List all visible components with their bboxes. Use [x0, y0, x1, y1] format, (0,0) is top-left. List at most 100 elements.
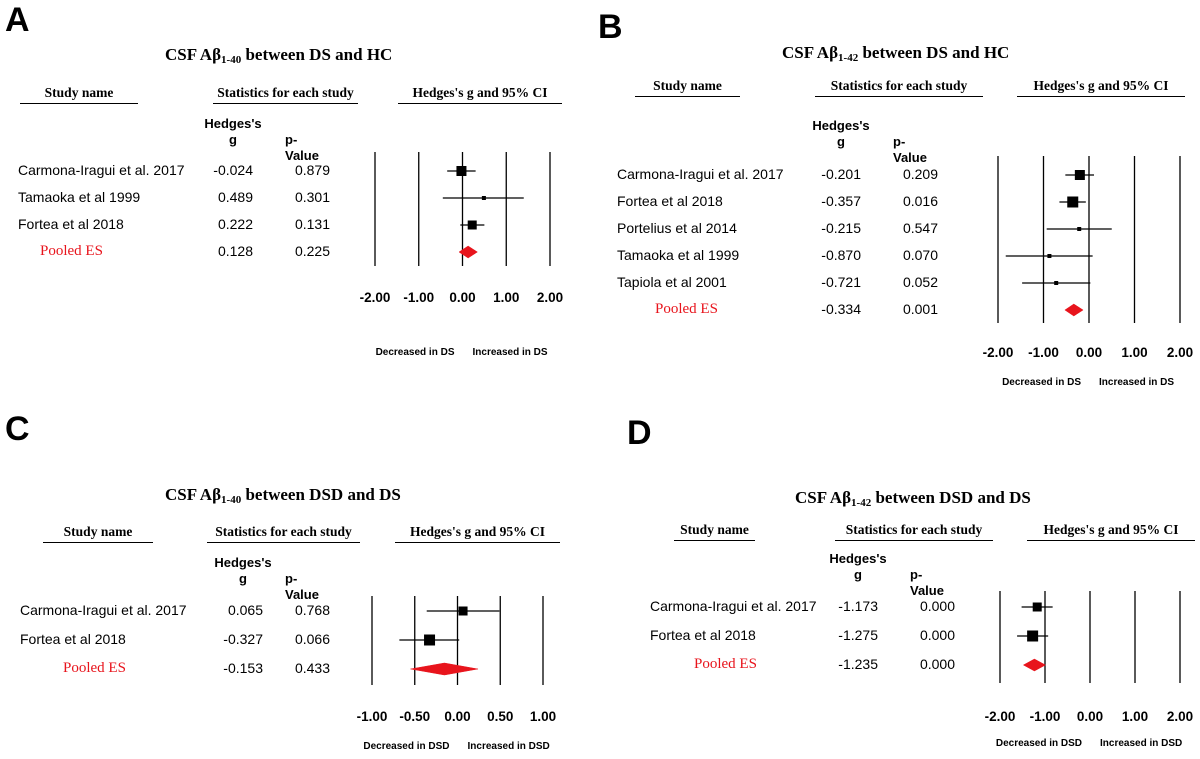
pooled-es-label: Pooled ES	[694, 656, 757, 672]
direction-right-label: Increased in DSD	[1100, 738, 1182, 749]
column-head-line: g	[837, 133, 845, 149]
header-underline	[395, 542, 560, 543]
effect-square	[1067, 196, 1079, 208]
hedges-g-value: -0.327	[223, 631, 263, 647]
panel-title: CSF Aβ1-40 between DSD and DS	[165, 486, 401, 506]
column-head-hedges-g: Hedges's g	[203, 116, 263, 147]
title-subscript: 1-40	[221, 494, 242, 506]
forest-plot: -2.00 -1.00 0.00 1.00 2.00 Decreased in DS Inc…	[983, 156, 1193, 388]
p-value: 0.131	[294, 216, 330, 232]
effect-square	[481, 196, 486, 200]
header-study: Study name	[44, 85, 114, 100]
header-underline	[20, 103, 138, 104]
hedges-g-value: 0.222	[217, 216, 253, 232]
x-tick-label: 1.00	[1121, 345, 1147, 360]
pooled-diamond	[410, 662, 479, 676]
hedges-g-value: -0.153	[223, 660, 263, 676]
header-study: Study name	[63, 524, 133, 539]
panel-letter: A	[5, 1, 30, 39]
header-ci: Hedges's g and 95% CI	[1033, 78, 1169, 93]
header-study: Study name	[653, 78, 722, 93]
forest-plot: -2.00 -1.00 0.00 1.00 2.00 Decreased in DSD In…	[985, 591, 1193, 749]
panel-letter: B	[598, 8, 623, 46]
effect-square	[467, 220, 477, 230]
p-value: 0.000	[919, 598, 955, 614]
p-value: 0.433	[294, 660, 330, 676]
header-underline	[835, 540, 993, 541]
study-name: Tamaoka et al 1999	[18, 189, 141, 205]
direction-left-label: Decreased in DSD	[996, 738, 1082, 749]
effect-square	[1047, 254, 1052, 258]
title-rest: between DSD and DS	[241, 485, 401, 504]
header-stats: Statistics for each study	[217, 85, 354, 100]
column-head-line: Hedges's	[214, 555, 272, 570]
column-head-p-value: p-Value	[285, 132, 319, 163]
panel-title: CSF Aβ1-42 between DSD and DS	[795, 489, 1031, 509]
header-underline	[43, 542, 153, 543]
column-head-p-value: p-Value	[285, 571, 319, 602]
x-tick-label: 2.00	[1167, 709, 1193, 724]
header-underline	[213, 103, 358, 104]
effect-square	[1074, 170, 1085, 180]
column-head-hedges-g: Hedges's g	[811, 118, 871, 149]
column-head-line: Hedges's	[829, 551, 887, 566]
p-value: 0.000	[919, 627, 955, 643]
header-ci: Hedges's g and 95% CI	[412, 85, 548, 100]
hedges-g-value: -0.334	[821, 301, 861, 317]
study-name: Fortea et al 2018	[20, 631, 126, 647]
header-stats: Statistics for each study	[215, 524, 352, 539]
hedges-g-value: -1.235	[838, 656, 878, 672]
p-value: 0.547	[902, 220, 938, 236]
x-tick-label: 0.00	[1077, 709, 1103, 724]
study-name: Carmona-Iragui et al. 2017	[617, 166, 784, 182]
study-name: Tamaoka et al 1999	[617, 247, 740, 263]
study-name: Carmona-Iragui et al. 2017	[18, 162, 185, 178]
header-underline	[1027, 540, 1195, 541]
study-name: Fortea et al 2018	[18, 216, 124, 232]
panel-title: CSF Aβ1-42 between DS and HC	[782, 44, 1009, 64]
x-tick-label: 0.50	[487, 709, 513, 724]
x-tick-label: 0.00	[444, 709, 470, 724]
hedges-g-value: -0.357	[821, 193, 861, 209]
effect-square	[1027, 630, 1039, 642]
study-name: Fortea et al 2018	[650, 627, 756, 643]
title-rest: between DS and HC	[241, 45, 393, 64]
pooled-diamond	[458, 245, 478, 259]
title-subscript: 1-42	[851, 497, 872, 509]
direction-right-label: Increased in DS	[473, 347, 548, 358]
header-ci: Hedges's g and 95% CI	[409, 524, 546, 539]
header-underline	[207, 542, 360, 543]
header-underline	[815, 96, 983, 97]
header-ci: Hedges's g and 95% CI	[1043, 522, 1179, 537]
x-tick-label: 1.00	[493, 290, 519, 305]
x-tick-label: -0.50	[399, 709, 430, 724]
hedges-g-value: -0.870	[821, 247, 861, 263]
effect-square	[1032, 602, 1042, 612]
direction-left-label: Decreased in DS	[1002, 377, 1081, 388]
effect-square	[424, 634, 436, 646]
title-main: CSF Aβ	[795, 488, 852, 507]
p-value: 0.066	[294, 631, 330, 647]
forest-plot: -1.00 -0.50 0.00 0.50 1.00 Decreased in DSD In…	[357, 596, 556, 752]
column-head-line: Hedges's	[812, 118, 870, 133]
study-name: Carmona-Iragui et al. 2017	[650, 598, 817, 614]
study-name: Tapiola et al 2001	[617, 274, 727, 290]
column-head-line: g	[239, 570, 247, 586]
x-tick-label: -1.00	[357, 709, 388, 724]
effect-square	[1054, 281, 1059, 285]
title-rest: between DS and HC	[858, 43, 1010, 62]
hedges-g-value: -0.215	[821, 220, 861, 236]
hedges-g-value: -0.024	[213, 162, 253, 178]
p-value: 0.000	[919, 656, 955, 672]
forest-plot: -2.00 -1.00 0.00 1.00 2.00 Decreased in DS Inc…	[360, 152, 563, 358]
hedges-g-value: -0.721	[821, 274, 861, 290]
x-tick-label: -2.00	[983, 345, 1014, 360]
column-head-p-value: p-Value	[893, 134, 927, 165]
direction-left-label: Decreased in DS	[376, 347, 455, 358]
p-value: 0.016	[902, 193, 938, 209]
effect-square	[456, 166, 467, 176]
title-main: CSF Aβ	[165, 485, 222, 504]
header-underline	[1017, 96, 1185, 97]
header-study: Study name	[680, 522, 749, 537]
panel-letter: C	[5, 410, 30, 448]
